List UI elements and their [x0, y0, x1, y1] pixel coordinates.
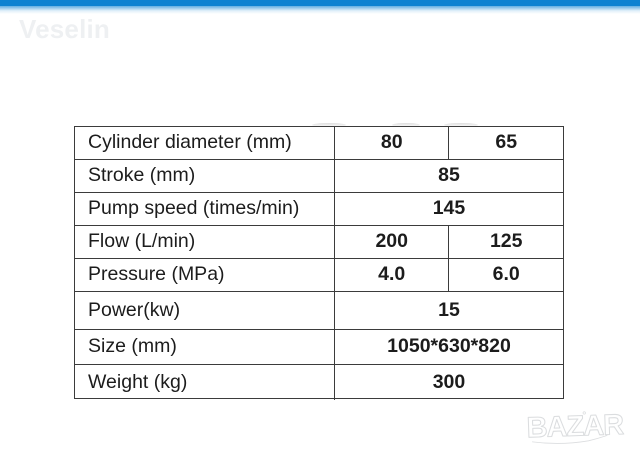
- svg-text:BAZAR: BAZAR: [526, 409, 625, 444]
